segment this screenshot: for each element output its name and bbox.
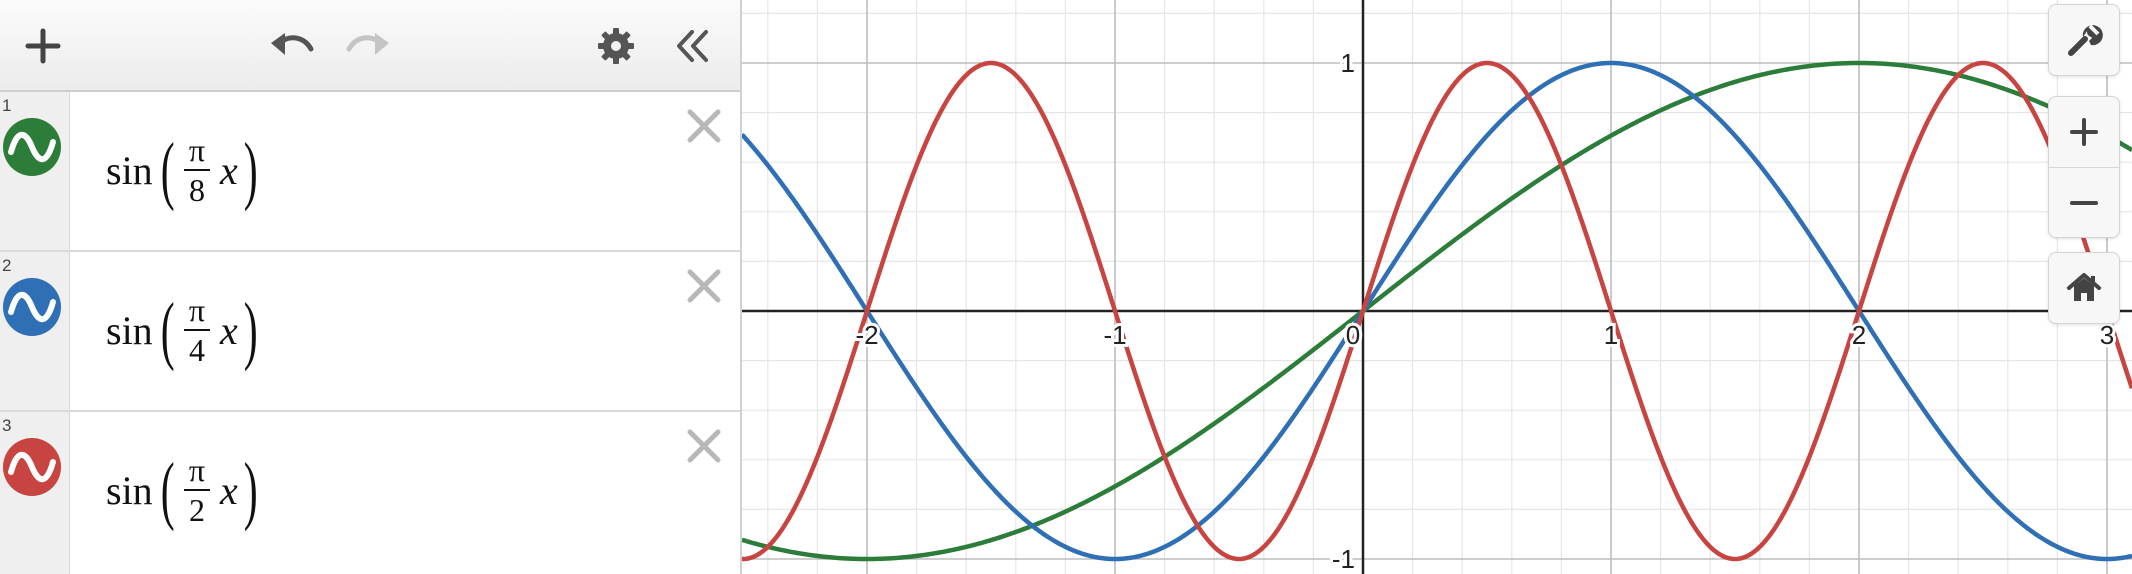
expression-index: 1 <box>2 96 12 115</box>
variable: x <box>220 467 238 513</box>
graph-style-icon[interactable] <box>3 118 61 176</box>
x-tick-label: 0 <box>1346 320 1360 350</box>
expression-panel: 1 sin ( π 8 x ) 2 <box>0 0 742 574</box>
expression-row-2[interactable]: 2 sin ( π 4 x ) <box>0 252 740 412</box>
fraction: π 2 <box>184 451 210 529</box>
zoom-control <box>2048 96 2120 238</box>
expression-gutter: 2 <box>0 252 70 410</box>
variable: x <box>220 307 238 353</box>
undo-button[interactable] <box>266 20 318 72</box>
fraction-numerator: π <box>188 292 206 328</box>
fraction-denominator: 2 <box>189 492 205 528</box>
x-tick-label: 2 <box>1852 320 1866 350</box>
graph-style-icon[interactable] <box>3 438 61 496</box>
expression-index: 3 <box>2 416 12 435</box>
close-icon <box>687 109 721 143</box>
zoom-in-icon <box>2070 118 2098 146</box>
graph-settings-control <box>2048 4 2120 76</box>
function-name: sin <box>106 467 153 513</box>
curve-series-2[interactable] <box>742 60 2132 562</box>
graph-paper[interactable]: -2 -1 0 1 2 3 1 -1 <box>742 0 2132 574</box>
home-icon <box>2067 273 2101 301</box>
add-icon <box>25 28 61 64</box>
x-tick-label: -1 <box>1103 320 1126 350</box>
variable: x <box>220 147 238 193</box>
expression-row-3[interactable]: 3 sin ( π 2 x ) <box>0 412 740 574</box>
zoom-out-icon <box>2070 201 2098 205</box>
redo-icon <box>346 33 389 55</box>
fraction-numerator: π <box>188 452 206 488</box>
redo-button[interactable] <box>342 20 394 72</box>
home-button[interactable] <box>2049 253 2119 323</box>
expression-gutter: 1 <box>0 92 70 250</box>
function-name: sin <box>106 307 153 353</box>
close-icon <box>687 429 721 463</box>
graph-settings-button[interactable] <box>2049 5 2119 75</box>
settings-button[interactable] <box>590 20 642 72</box>
default-viewport-control <box>2048 252 2120 324</box>
curve-series-1[interactable] <box>742 60 2132 562</box>
wrench-icon <box>2068 24 2103 56</box>
x-tick-label: 1 <box>1604 320 1618 350</box>
expression-index: 2 <box>2 256 12 275</box>
zoom-in-button[interactable] <box>2049 97 2119 167</box>
add-expression-button[interactable] <box>17 20 69 72</box>
graph-style-icon[interactable] <box>3 278 61 336</box>
delete-expression-button[interactable] <box>684 426 724 466</box>
function-name: sin <box>106 147 153 193</box>
expression-math[interactable]: sin ( π 8 x ) <box>106 128 258 212</box>
x-tick-label: 3 <box>2100 320 2114 350</box>
expression-toolbar <box>0 0 740 92</box>
fraction-denominator: 4 <box>189 332 205 368</box>
curve-series-3[interactable] <box>742 60 2132 562</box>
expression-gutter: 3 <box>0 412 70 574</box>
close-icon <box>687 269 721 303</box>
fraction-numerator: π <box>188 132 206 168</box>
collapse-panel-button[interactable] <box>666 20 718 72</box>
expression-math[interactable]: sin ( π 4 x ) <box>106 288 258 372</box>
collapse-icon <box>677 30 708 62</box>
graph-canvas[interactable]: -2 -1 0 1 2 3 1 -1 <box>742 0 2132 574</box>
delete-expression-button[interactable] <box>684 266 724 306</box>
fraction-denominator: 8 <box>189 172 205 208</box>
fraction: π 4 <box>184 291 210 369</box>
y-tick-label: -1 <box>1332 544 1355 574</box>
undo-icon <box>271 33 314 55</box>
settings-icon <box>598 28 634 64</box>
delete-expression-button[interactable] <box>684 106 724 146</box>
expression-math[interactable]: sin ( π 2 x ) <box>106 448 258 532</box>
y-tick-label: 1 <box>1341 48 1355 78</box>
fraction: π 8 <box>184 131 210 209</box>
zoom-out-button[interactable] <box>2049 168 2119 238</box>
expression-row-1[interactable]: 1 sin ( π 8 x ) <box>0 92 740 252</box>
x-tick-label: -2 <box>855 320 878 350</box>
